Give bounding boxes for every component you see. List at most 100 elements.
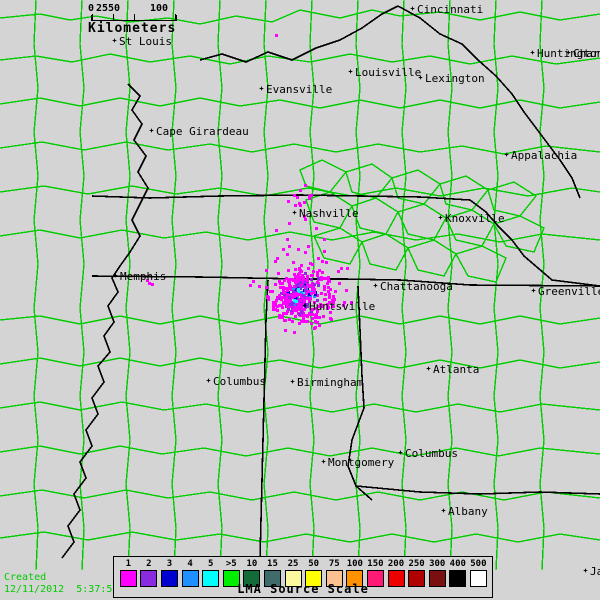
lma-source-point [300, 311, 303, 314]
lma-source-point [291, 303, 294, 306]
lma-source-point [320, 276, 323, 279]
city-dot-icon [530, 50, 535, 55]
lma-source-point [279, 282, 282, 285]
lma-source-point [303, 291, 306, 294]
lma-source-point [286, 310, 289, 313]
legend-entry-100[interactable]: 100 [345, 559, 366, 587]
legend-entry-2[interactable]: 2 [139, 559, 160, 587]
lma-source-point [286, 293, 289, 296]
lma-source-point [278, 297, 281, 300]
lma-source-point [285, 312, 288, 315]
lma-source-point [314, 307, 317, 310]
legend-entry-25[interactable]: 25 [283, 559, 304, 587]
lma-source-point [319, 303, 322, 306]
lma-source-point [146, 279, 149, 282]
legend-entry-75[interactable]: 75 [324, 559, 345, 587]
lma-source-point [308, 195, 311, 198]
lma-source-point [337, 270, 340, 273]
lma-source-point [307, 267, 310, 270]
legend-entry-3[interactable]: 3 [159, 559, 180, 587]
legend-entry-label: 25 [287, 559, 299, 569]
legend-entry-400[interactable]: 400 [448, 559, 469, 587]
created-timestamp: Created 12/11/2012 5:37:59 [4, 572, 118, 596]
lma-source-point [313, 288, 316, 291]
lma-source-point [283, 279, 286, 282]
scale-tick-25: 25 [96, 3, 109, 14]
city-name-label: Columbus [405, 447, 458, 460]
lma-source-point [151, 283, 154, 286]
lma-source-point [350, 301, 353, 304]
lma-source-point [297, 303, 300, 306]
lma-source-point [309, 262, 312, 265]
city-name-label: Knoxville [445, 212, 505, 225]
legend-entry-gt5[interactable]: >5 [221, 559, 242, 587]
lma-source-point [314, 326, 317, 329]
lma-source-point [299, 287, 302, 290]
scale-tick-100: 100 [150, 3, 169, 14]
lma-source-point [288, 301, 291, 304]
city-dot-icon [583, 568, 588, 573]
legend-entry-10[interactable]: 10 [242, 559, 263, 587]
lma-source-point [287, 280, 290, 283]
lma-source-point [303, 320, 306, 323]
lma-source-point [288, 318, 291, 321]
lma-source-point [276, 257, 279, 260]
lma-source-point [313, 291, 316, 294]
legend-entry-5[interactable]: 5 [200, 559, 221, 587]
lma-source-point [316, 271, 319, 274]
legend-entry-200[interactable]: 200 [386, 559, 407, 587]
lma-source-point [299, 281, 302, 284]
lma-source-point [283, 293, 286, 296]
legend-entry-300[interactable]: 300 [427, 559, 448, 587]
legend-entry-15[interactable]: 15 [262, 559, 283, 587]
lma-source-point [304, 251, 307, 254]
lma-source-point [313, 301, 316, 304]
lma-source-point [281, 315, 284, 318]
lma-source-point [313, 283, 316, 286]
lma-source-point [293, 331, 296, 334]
lma-source-point [328, 296, 331, 299]
city-name-label: Greenville [538, 285, 600, 298]
color-scale-legend[interactable]: 1 2 3 4 5 >5 10 15 25 50 75 100 150 200 250 300 400 500 L… [113, 556, 493, 598]
legend-entry-4[interactable]: 4 [180, 559, 201, 587]
lma-source-point [303, 215, 306, 218]
city-dot-icon [206, 378, 211, 383]
city-dot-icon [531, 288, 536, 293]
lma-source-point [300, 291, 303, 294]
lma-source-point [302, 303, 305, 306]
legend-title: LMA Source Scale [237, 582, 369, 596]
city-dot-icon [438, 215, 443, 220]
legend-entry-swatch [140, 570, 158, 587]
lma-source-point [276, 309, 279, 312]
lma-source-point [308, 293, 311, 296]
lma-source-point [272, 306, 275, 309]
lma-source-point [281, 306, 284, 309]
lma-source-point [333, 298, 336, 301]
lma-source-point [311, 263, 314, 266]
lma-source-point [328, 280, 331, 283]
lma-source-point [285, 277, 288, 280]
lma-source-point [290, 293, 293, 296]
legend-entry-1[interactable]: 1 [118, 559, 139, 587]
lma-source-point [272, 308, 275, 311]
county-boundaries [0, 0, 600, 571]
lma-source-point [323, 250, 326, 253]
legend-entry-swatch [202, 570, 220, 587]
legend-entry-label: 300 [429, 559, 446, 569]
legend-entry-250[interactable]: 250 [406, 559, 427, 587]
legend-entry-500[interactable]: 500 [468, 559, 489, 587]
lma-source-point [272, 301, 275, 304]
legend-entry-150[interactable]: 150 [365, 559, 386, 587]
lma-source-point [286, 289, 289, 292]
legend-entry-swatch [346, 570, 364, 587]
lma-source-point [288, 296, 291, 299]
lma-source-point [306, 283, 309, 286]
lma-source-point [308, 313, 311, 316]
lma-source-point [288, 284, 291, 287]
legend-entry-50[interactable]: 50 [303, 559, 324, 587]
lma-source-point [323, 288, 326, 291]
lma-source-point [296, 284, 299, 287]
lma-source-point [302, 318, 305, 321]
lma-source-point [314, 314, 317, 317]
